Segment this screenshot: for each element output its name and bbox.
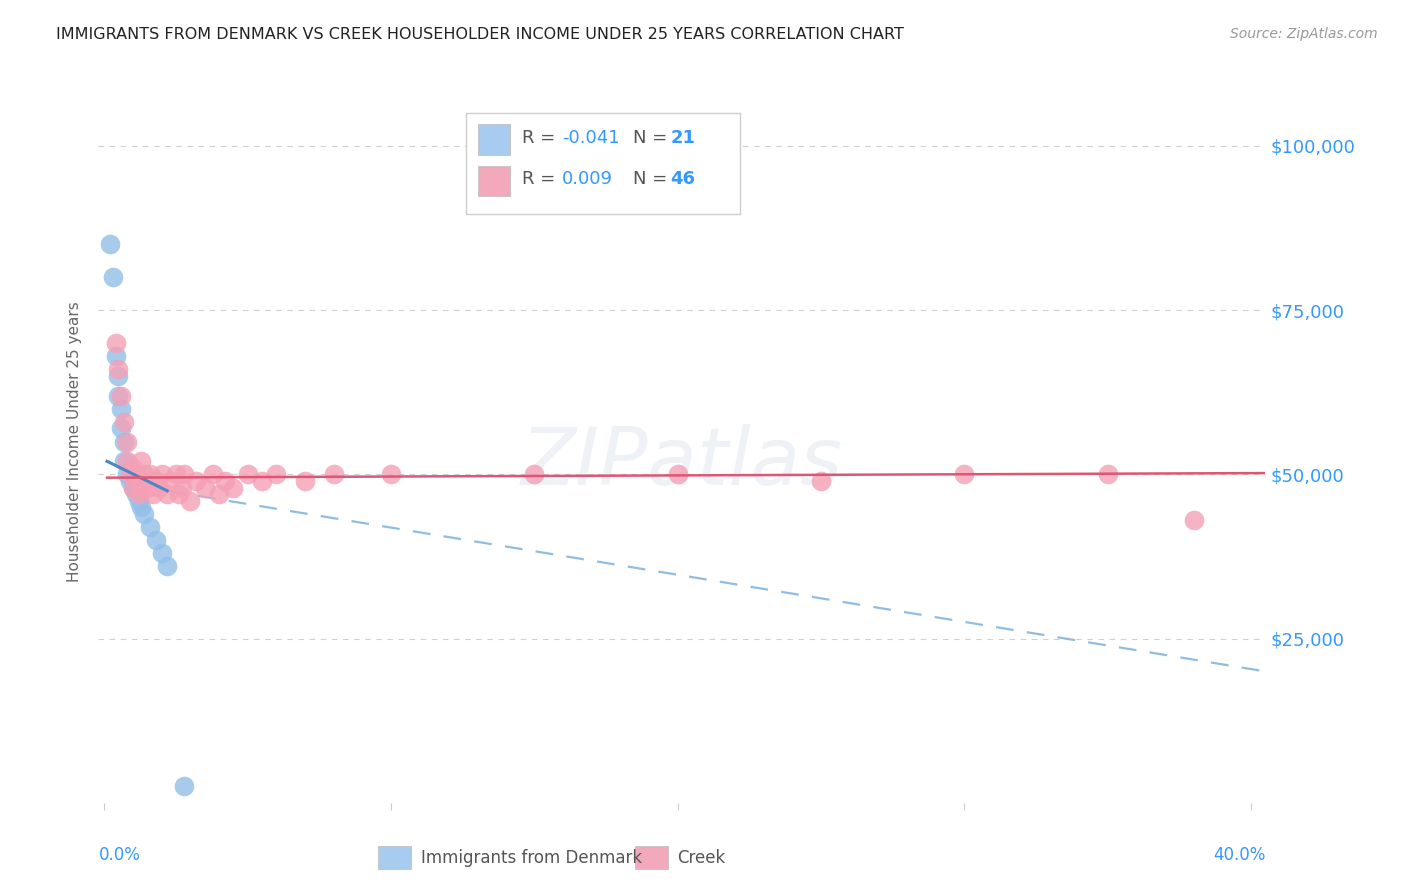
- Point: [118, 474, 141, 488]
- Point: [810, 474, 832, 488]
- Point: [250, 474, 273, 488]
- Point: [98, 237, 121, 252]
- Point: [173, 467, 195, 482]
- Point: [125, 487, 148, 501]
- Point: [115, 434, 138, 449]
- Text: Immigrants from Denmark: Immigrants from Denmark: [420, 848, 641, 867]
- FancyBboxPatch shape: [478, 124, 510, 154]
- Point: [170, 481, 193, 495]
- Point: [167, 487, 190, 501]
- Point: [208, 487, 231, 501]
- Point: [202, 467, 225, 482]
- Point: [380, 467, 402, 482]
- Point: [112, 415, 135, 429]
- Text: N =: N =: [633, 170, 673, 188]
- FancyBboxPatch shape: [378, 847, 411, 870]
- Text: 21: 21: [671, 129, 695, 147]
- Point: [107, 368, 129, 383]
- Point: [294, 474, 316, 488]
- Point: [121, 481, 143, 495]
- Point: [104, 349, 127, 363]
- Point: [110, 388, 132, 402]
- FancyBboxPatch shape: [465, 112, 741, 214]
- Point: [165, 467, 187, 482]
- Point: [666, 467, 689, 482]
- Point: [150, 546, 173, 560]
- Text: Source: ZipAtlas.com: Source: ZipAtlas.com: [1230, 27, 1378, 41]
- Point: [115, 454, 138, 468]
- Point: [134, 507, 156, 521]
- Point: [131, 500, 153, 515]
- Text: ZIPatlas: ZIPatlas: [520, 425, 844, 502]
- Point: [156, 559, 179, 574]
- Point: [222, 481, 245, 495]
- Point: [118, 467, 141, 482]
- Point: [179, 493, 201, 508]
- Point: [101, 270, 124, 285]
- Text: N =: N =: [633, 129, 673, 147]
- Point: [128, 493, 150, 508]
- Point: [156, 487, 179, 501]
- Point: [134, 467, 156, 482]
- Text: R =: R =: [522, 170, 561, 188]
- Point: [112, 454, 135, 468]
- Point: [148, 481, 170, 495]
- FancyBboxPatch shape: [636, 847, 668, 870]
- Point: [150, 467, 173, 482]
- Point: [145, 533, 167, 547]
- Point: [159, 474, 181, 488]
- Point: [145, 474, 167, 488]
- Point: [104, 336, 127, 351]
- Text: IMMIGRANTS FROM DENMARK VS CREEK HOUSEHOLDER INCOME UNDER 25 YEARS CORRELATION C: IMMIGRANTS FROM DENMARK VS CREEK HOUSEHO…: [56, 27, 904, 42]
- Point: [136, 481, 159, 495]
- Point: [128, 487, 150, 501]
- Point: [322, 467, 344, 482]
- Point: [139, 467, 162, 482]
- Y-axis label: Householder Income Under 25 years: Householder Income Under 25 years: [67, 301, 83, 582]
- Point: [131, 454, 153, 468]
- Point: [121, 481, 143, 495]
- Point: [107, 388, 129, 402]
- Point: [107, 362, 129, 376]
- Point: [264, 467, 287, 482]
- Point: [523, 467, 546, 482]
- Point: [139, 520, 162, 534]
- Point: [115, 467, 138, 482]
- Point: [193, 481, 215, 495]
- Point: [1182, 513, 1205, 527]
- Point: [128, 474, 150, 488]
- Point: [121, 460, 143, 475]
- Point: [131, 481, 153, 495]
- Text: 0.0%: 0.0%: [98, 847, 141, 864]
- Point: [1097, 467, 1119, 482]
- Text: -0.041: -0.041: [562, 129, 619, 147]
- Point: [173, 780, 195, 794]
- Point: [142, 487, 165, 501]
- Point: [110, 401, 132, 416]
- Text: 0.009: 0.009: [562, 170, 613, 188]
- Point: [214, 474, 236, 488]
- Text: R =: R =: [522, 129, 561, 147]
- Point: [125, 467, 148, 482]
- Point: [112, 434, 135, 449]
- Point: [110, 421, 132, 435]
- Point: [184, 474, 207, 488]
- Point: [236, 467, 259, 482]
- Point: [953, 467, 976, 482]
- Text: 46: 46: [671, 170, 695, 188]
- Text: Creek: Creek: [678, 848, 725, 867]
- Text: 40.0%: 40.0%: [1213, 847, 1265, 864]
- FancyBboxPatch shape: [478, 166, 510, 196]
